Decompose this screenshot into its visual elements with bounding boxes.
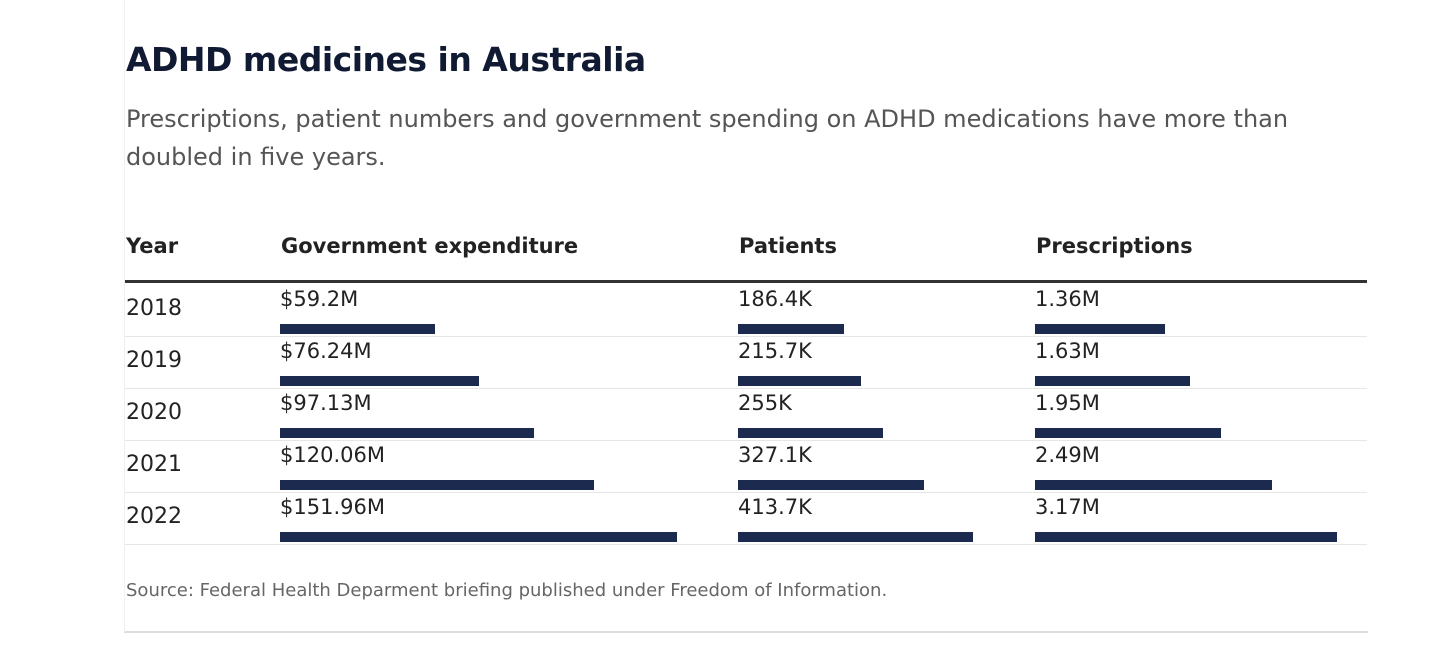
prescriptions-value-label: 2.49M <box>1035 443 1100 467</box>
expenditure-value-label: $120.06M <box>280 443 385 467</box>
header-prescriptions: Prescriptions <box>1036 234 1193 258</box>
header-rule <box>125 280 1367 283</box>
expenditure-bar <box>280 480 594 490</box>
table-row: 2022 $151.96M 413.7K 3.17M <box>125 492 1367 545</box>
expenditure-value-label: $59.2M <box>280 287 359 311</box>
header-patients: Patients <box>739 234 837 258</box>
expenditure-bar <box>280 532 677 542</box>
table-row: 2018 $59.2M 186.4K 1.36M <box>125 284 1367 337</box>
year-label: 2018 <box>126 296 182 321</box>
patients-value-label: 413.7K <box>738 495 812 519</box>
patients-value-label: 215.7K <box>738 339 812 363</box>
table-row: 2021 $120.06M 327.1K 2.49M <box>125 440 1367 493</box>
year-label: 2019 <box>126 348 182 373</box>
expenditure-value-label: $76.24M <box>280 339 372 363</box>
patients-bar <box>738 324 844 334</box>
expenditure-bar <box>280 376 480 386</box>
prescriptions-bar <box>1035 324 1165 334</box>
patients-value-label: 255K <box>738 391 792 415</box>
expenditure-bar <box>280 428 534 438</box>
chart-title: ADHD medicines in Australia <box>126 40 646 79</box>
year-label: 2022 <box>126 504 182 529</box>
expenditure-value-label: $151.96M <box>280 495 385 519</box>
header-expenditure: Government expenditure <box>281 234 579 258</box>
patients-bar <box>738 428 883 438</box>
prescriptions-bar <box>1035 376 1191 386</box>
patients-bar <box>738 532 973 542</box>
expenditure-value-label: $97.13M <box>280 391 372 415</box>
source-note: Source: Federal Health Deparment briefin… <box>126 580 888 601</box>
chart-frame <box>124 0 1368 633</box>
header-year: Year <box>126 234 179 258</box>
year-label: 2020 <box>126 400 182 425</box>
patients-bar <box>738 480 924 490</box>
prescriptions-value-label: 1.36M <box>1035 287 1100 311</box>
prescriptions-value-label: 3.17M <box>1035 495 1100 519</box>
prescriptions-bar <box>1035 532 1337 542</box>
table-row: 2020 $97.13M 255K 1.95M <box>125 388 1367 441</box>
table-row: 2019 $76.24M 215.7K 1.63M <box>125 336 1367 389</box>
year-label: 2021 <box>126 452 182 477</box>
prescriptions-value-label: 1.95M <box>1035 391 1100 415</box>
expenditure-bar <box>280 324 435 334</box>
prescriptions-value-label: 1.63M <box>1035 339 1100 363</box>
chart-subtitle: Prescriptions, patient numbers and gover… <box>126 105 1289 171</box>
patients-value-label: 327.1K <box>738 443 812 467</box>
prescriptions-bar <box>1035 480 1273 490</box>
prescriptions-bar <box>1035 428 1221 438</box>
patients-value-label: 186.4K <box>738 287 812 311</box>
patients-bar <box>738 376 861 386</box>
